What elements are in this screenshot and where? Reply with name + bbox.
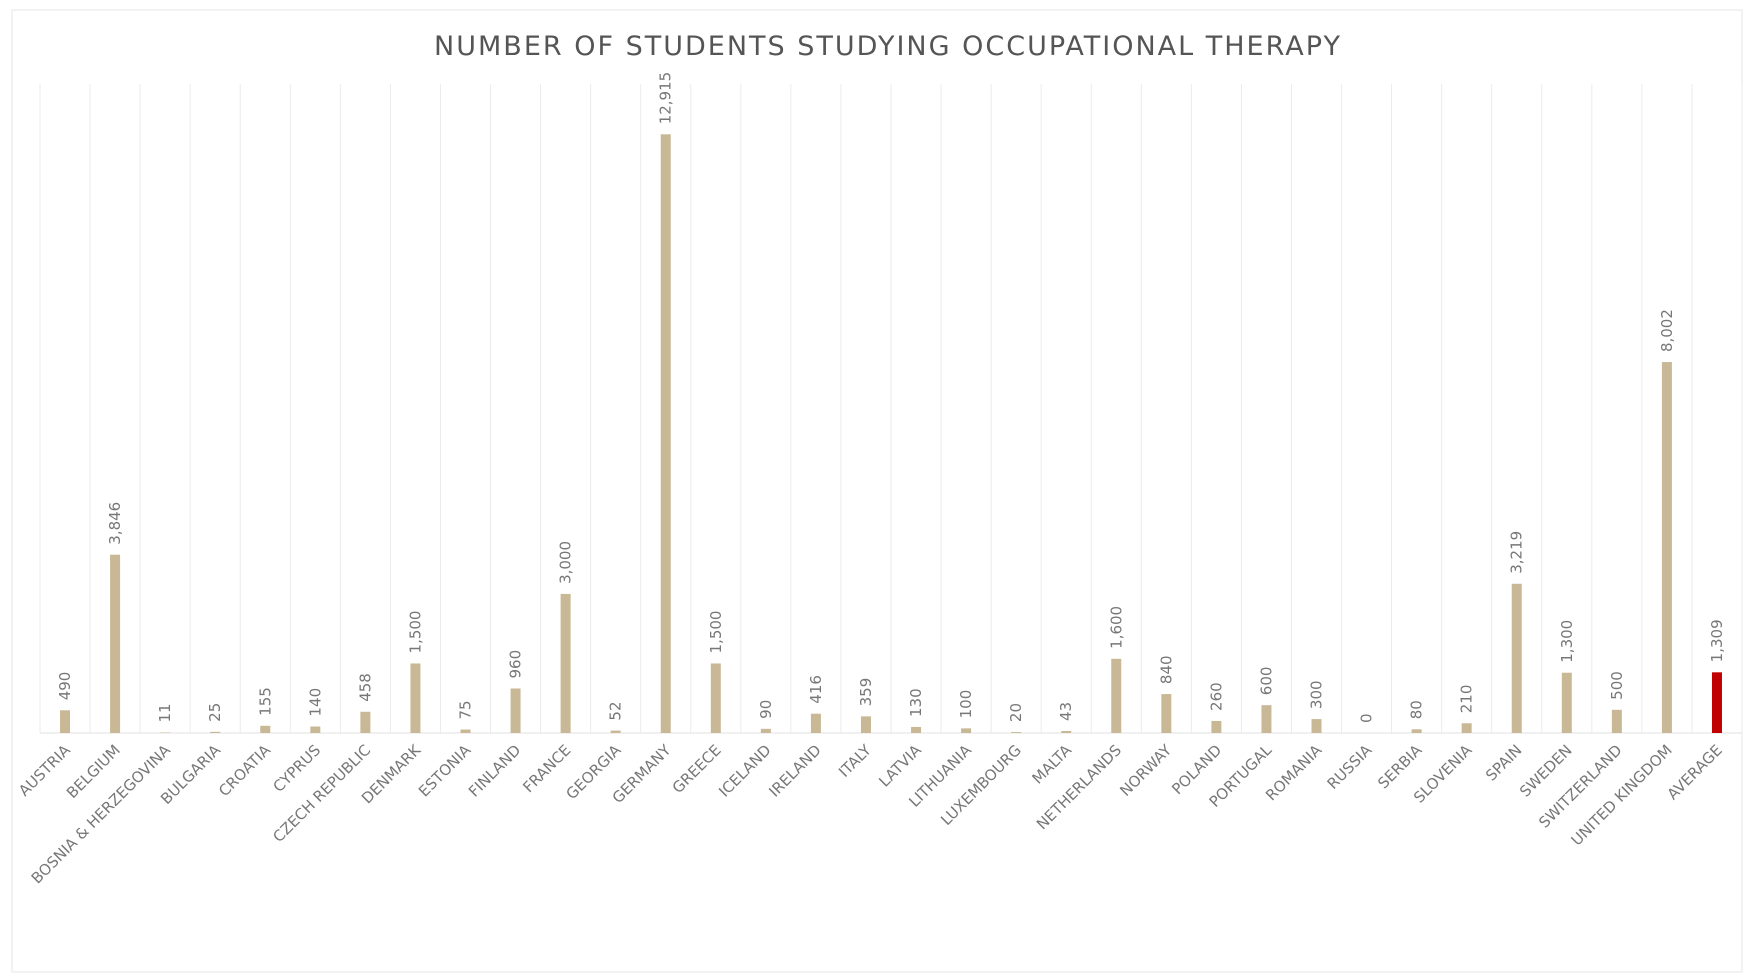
bar xyxy=(460,729,471,733)
value-label: 1,300 xyxy=(1558,620,1576,663)
bar xyxy=(1411,729,1422,733)
chart-title: NUMBER OF STUDENTS STUDYING OCCUPATIONAL… xyxy=(434,31,1342,62)
bar xyxy=(60,710,71,733)
bar xyxy=(760,728,771,733)
value-label: 90 xyxy=(757,700,775,719)
x-tick-label: LATVIA xyxy=(875,741,925,791)
bar xyxy=(1611,709,1622,733)
bar xyxy=(1211,720,1222,733)
x-tick-label: AVERAGE xyxy=(1664,741,1726,803)
value-label: 840 xyxy=(1157,655,1175,684)
value-label: 43 xyxy=(1057,702,1075,721)
bar xyxy=(110,554,121,733)
x-tick-label: ROMANIA xyxy=(1262,741,1326,805)
bar xyxy=(710,663,721,733)
bar xyxy=(160,732,171,733)
value-label: 300 xyxy=(1308,680,1326,709)
bar xyxy=(1661,362,1672,733)
bar xyxy=(1111,658,1122,733)
x-tick-label: IRELAND xyxy=(765,741,824,800)
bar xyxy=(210,731,221,733)
bar xyxy=(810,713,821,733)
bar xyxy=(1161,694,1172,733)
bar xyxy=(310,726,321,733)
value-label: 140 xyxy=(306,688,324,717)
bar xyxy=(560,593,571,733)
bar xyxy=(860,716,871,733)
value-label: 458 xyxy=(356,673,374,702)
bar xyxy=(1461,723,1472,733)
value-label: 210 xyxy=(1458,685,1476,714)
bar xyxy=(1061,731,1072,733)
value-label: 3,000 xyxy=(557,541,575,584)
bar xyxy=(260,725,271,733)
value-label: 12,915 xyxy=(657,72,675,125)
value-label: 130 xyxy=(907,688,925,717)
value-label: 80 xyxy=(1408,700,1426,719)
value-label: 0 xyxy=(1358,713,1376,723)
value-label: 260 xyxy=(1207,682,1225,711)
value-label: 100 xyxy=(957,690,975,719)
x-tick-label: NORWAY xyxy=(1116,741,1175,800)
value-label: 52 xyxy=(607,701,625,720)
value-label: 75 xyxy=(457,700,475,719)
bar xyxy=(660,134,671,734)
value-label: 416 xyxy=(807,675,825,704)
bar xyxy=(360,711,371,733)
bar xyxy=(1011,732,1022,733)
value-label: 500 xyxy=(1608,671,1626,700)
frame xyxy=(11,9,1743,973)
bar xyxy=(1511,583,1522,733)
x-tick-label: FINLAND xyxy=(465,741,524,800)
value-label: 600 xyxy=(1257,667,1275,696)
x-tick-label: ICELAND xyxy=(715,741,774,800)
x-tick-label: SPAIN xyxy=(1482,741,1525,784)
x-tick-label: ESTONIA xyxy=(415,741,475,801)
x-tick-label: RUSSIA xyxy=(1324,741,1376,793)
x-tick-label: MALTA xyxy=(1029,741,1076,788)
value-label: 3,219 xyxy=(1508,531,1526,574)
bar xyxy=(1561,672,1572,733)
value-label: 25 xyxy=(206,703,224,722)
x-tick-label: NETHERLANDS xyxy=(1033,741,1125,833)
x-tick-label: CROATIA xyxy=(215,741,274,800)
value-label: 155 xyxy=(256,687,274,716)
value-label: 1,500 xyxy=(707,611,725,654)
bar xyxy=(410,663,421,733)
value-label: 1,500 xyxy=(406,611,424,654)
bar xyxy=(961,728,972,733)
value-label: 11 xyxy=(156,703,174,722)
bar xyxy=(610,730,621,733)
bar xyxy=(911,726,922,733)
bar xyxy=(1261,705,1272,733)
bar xyxy=(1311,719,1322,733)
value-label: 960 xyxy=(507,650,525,679)
bar xyxy=(510,688,521,733)
value-label: 8,002 xyxy=(1658,309,1676,352)
value-label: 1,600 xyxy=(1107,606,1125,649)
x-tick-label: ITALY xyxy=(835,741,875,781)
value-label: 359 xyxy=(857,678,875,707)
value-label: 1,309 xyxy=(1708,619,1726,662)
bar xyxy=(1711,672,1722,733)
value-label: 490 xyxy=(56,672,74,701)
value-label: 3,846 xyxy=(106,502,124,545)
value-label: 20 xyxy=(1007,703,1025,722)
